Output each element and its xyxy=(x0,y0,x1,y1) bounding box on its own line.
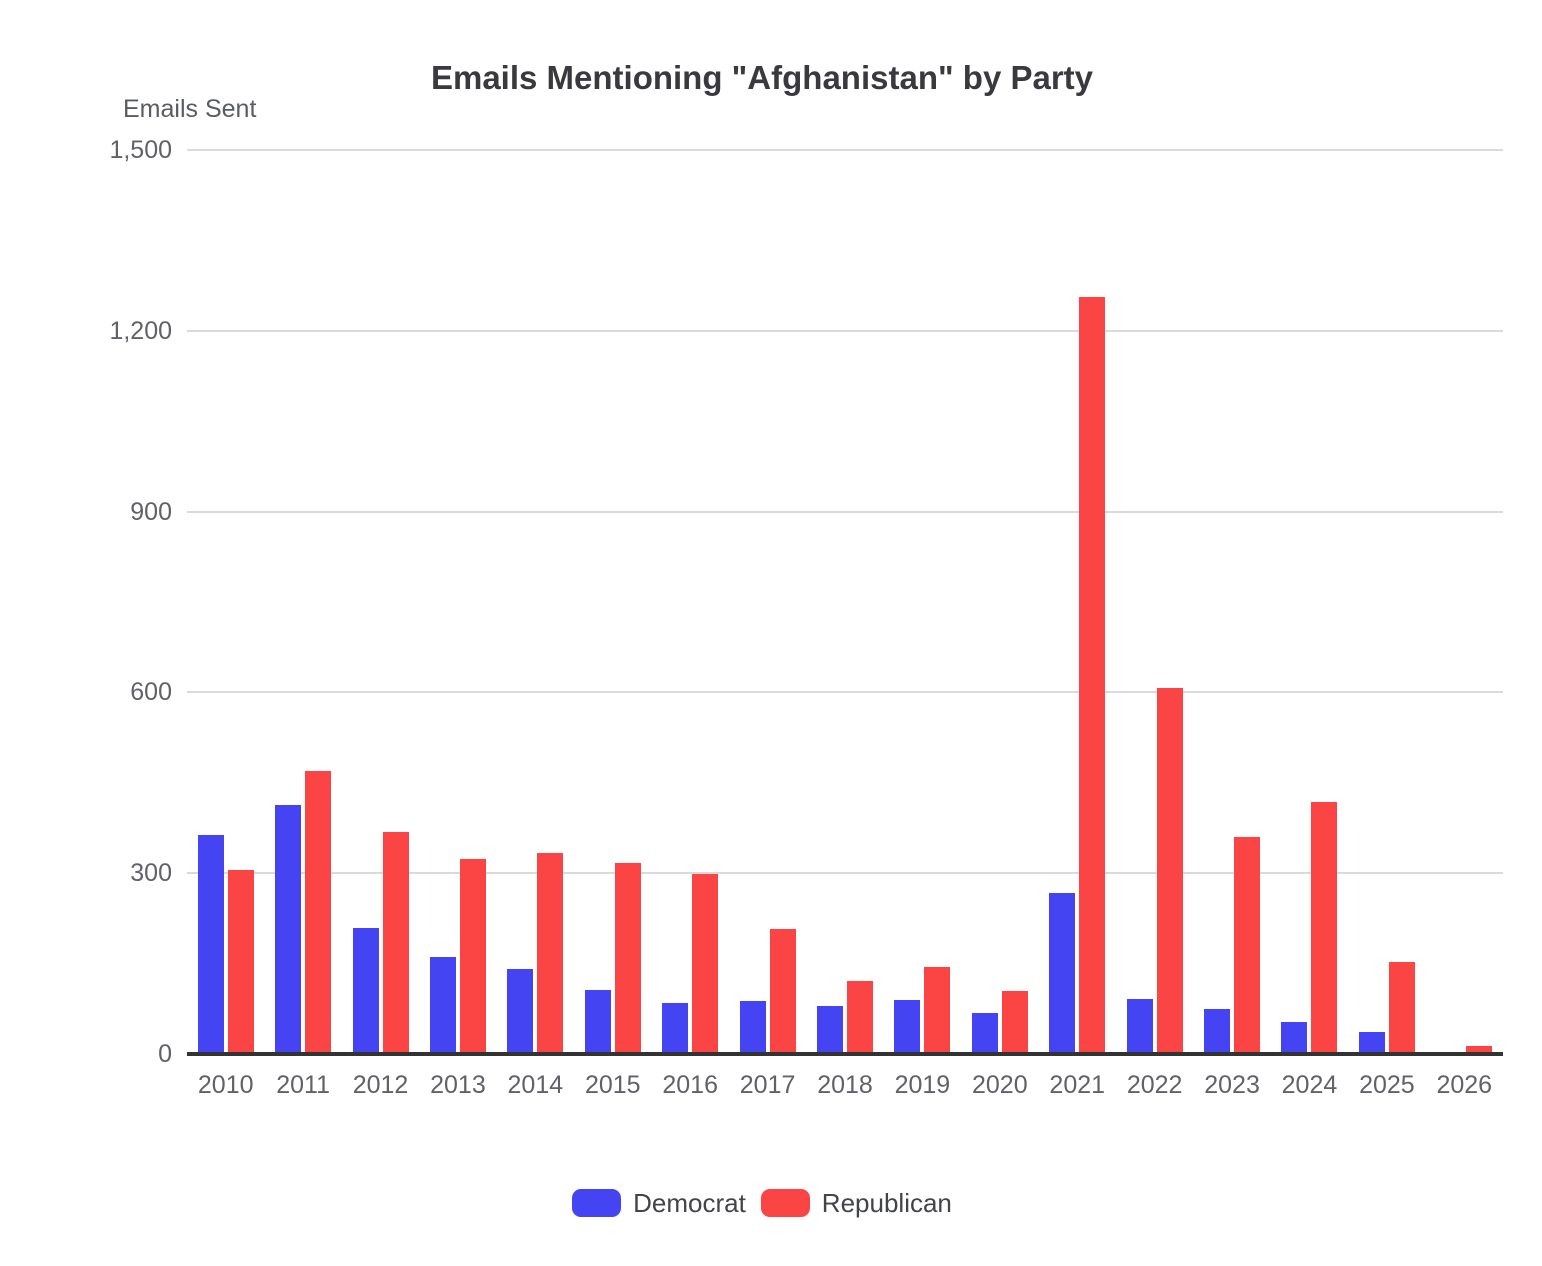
bar-republican[interactable] xyxy=(614,863,641,1054)
x-tick-label: 2026 xyxy=(1436,1071,1493,1099)
bar-democrat[interactable] xyxy=(662,1003,689,1054)
bar-group xyxy=(1204,837,1261,1054)
bar-group xyxy=(1281,802,1338,1054)
bar-republican[interactable] xyxy=(692,874,719,1054)
bar-democrat[interactable] xyxy=(275,805,302,1054)
y-tick-label: 0 xyxy=(158,1040,172,1068)
bar-group xyxy=(507,852,564,1054)
bar-republican[interactable] xyxy=(382,831,409,1054)
x-tick-label: 2019 xyxy=(894,1071,951,1099)
x-tick-label: 2025 xyxy=(1359,1071,1415,1099)
bar-democrat[interactable] xyxy=(507,969,534,1054)
x-tick-label: 2023 xyxy=(1204,1071,1260,1099)
bar-group xyxy=(1126,688,1183,1054)
y-tick-label: 300 xyxy=(130,859,172,888)
legend-label-republican: Republican xyxy=(821,1188,952,1218)
bar-democrat[interactable] xyxy=(817,1006,843,1054)
bar-group xyxy=(739,929,796,1054)
bar-republican[interactable] xyxy=(1388,962,1415,1054)
bar-group xyxy=(894,967,951,1054)
bar-group xyxy=(1049,297,1106,1054)
y-tick-label: 1,200 xyxy=(109,316,172,345)
gridline xyxy=(187,510,1503,513)
bar-democrat[interactable] xyxy=(739,1001,766,1054)
bar-republican[interactable] xyxy=(1156,688,1183,1054)
bar-group xyxy=(352,831,409,1054)
bar-democrat[interactable] xyxy=(429,957,456,1054)
bar-group xyxy=(429,858,486,1054)
x-tick-label: 2012 xyxy=(352,1071,409,1099)
x-tick-label: 2011 xyxy=(276,1071,330,1099)
bar-republican[interactable] xyxy=(1079,297,1106,1054)
x-tick-label: 2017 xyxy=(739,1071,796,1099)
gridline xyxy=(187,691,1503,694)
bar-democrat[interactable] xyxy=(1049,893,1076,1054)
x-tick-label: 2021 xyxy=(1049,1071,1106,1099)
bar-group xyxy=(662,874,719,1054)
legend-label-democrat: Democrat xyxy=(633,1188,746,1218)
bar-republican[interactable] xyxy=(537,852,564,1054)
bar-democrat[interactable] xyxy=(197,834,224,1054)
y-tick-label: 600 xyxy=(130,678,172,707)
plot-area: 0 300 600 900 1,200 1,500 2010 2011 2012 2013 2014… xyxy=(109,137,1503,1098)
bar-republican[interactable] xyxy=(305,770,332,1054)
x-tick-label: 2024 xyxy=(1281,1071,1338,1099)
bar-group xyxy=(584,863,641,1054)
bar-democrat[interactable] xyxy=(1204,1009,1231,1054)
bar-republican[interactable] xyxy=(1001,991,1028,1054)
x-tick-label: 2013 xyxy=(430,1071,486,1099)
bar-democrat[interactable] xyxy=(1126,998,1153,1054)
gridline xyxy=(187,329,1503,332)
legend-item-democrat: Democrat xyxy=(572,1189,746,1217)
x-tick-label: 2014 xyxy=(507,1071,564,1099)
bar-democrat[interactable] xyxy=(971,1013,998,1054)
bar-republican[interactable] xyxy=(1234,837,1261,1054)
bar-group xyxy=(817,980,873,1054)
bar-group xyxy=(971,991,1028,1054)
legend-swatch-democrat xyxy=(572,1189,622,1217)
x-tick-label: 2018 xyxy=(817,1071,873,1099)
bar-republican[interactable] xyxy=(847,980,873,1054)
bar-group xyxy=(1358,962,1415,1054)
x-tick-label: 2022 xyxy=(1126,1071,1183,1099)
bar-republican[interactable] xyxy=(924,967,951,1054)
chart-title: Emails Mentioning "Afghanistan" by Party xyxy=(430,59,1094,96)
bar-republican[interactable] xyxy=(1466,1046,1493,1054)
legend-item-republican: Republican xyxy=(760,1188,952,1218)
bar-democrat[interactable] xyxy=(894,999,921,1054)
y-axis-title: Emails Sent xyxy=(123,95,257,123)
legend-swatch-republican xyxy=(760,1189,810,1217)
y-tick-label: 900 xyxy=(130,497,172,526)
bar-democrat[interactable] xyxy=(1358,1032,1385,1054)
bar-democrat[interactable] xyxy=(352,928,379,1054)
y-tick-label: 1,500 xyxy=(109,136,172,164)
x-tick-label: 2015 xyxy=(584,1071,641,1099)
x-axis-line xyxy=(187,1052,1503,1056)
bar-group xyxy=(275,770,332,1054)
bar-republican[interactable] xyxy=(227,869,254,1054)
bar-republican[interactable] xyxy=(1311,802,1338,1054)
bar-group xyxy=(197,834,254,1054)
x-tick-label: 2016 xyxy=(662,1071,718,1099)
legend: Democrat Republican xyxy=(0,1189,1524,1217)
bar-democrat[interactable] xyxy=(1281,1021,1308,1054)
bar-republican[interactable] xyxy=(769,929,796,1054)
bar-democrat[interactable] xyxy=(584,990,611,1054)
bar-republican[interactable] xyxy=(459,858,486,1054)
gridline xyxy=(187,149,1503,151)
gridline xyxy=(187,872,1503,875)
x-tick-label: 2020 xyxy=(972,1071,1028,1099)
x-tick-label: 2010 xyxy=(197,1071,254,1099)
